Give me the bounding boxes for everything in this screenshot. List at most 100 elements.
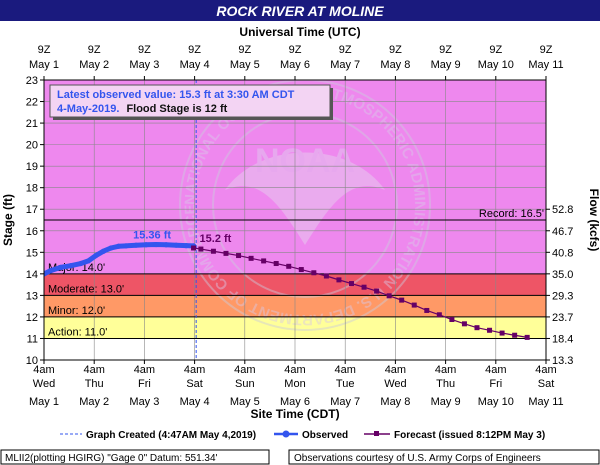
legend-created-label: Graph Created (4:47AM May 4,2019): [86, 430, 256, 441]
watermark-outer-ring: [179, 80, 431, 331]
observed-peak-label: 15.36 ft: [133, 230, 171, 242]
y-tick-label: 12: [26, 312, 38, 324]
y-tick-label: 14: [26, 269, 38, 281]
top-tick-date: May 3: [129, 59, 159, 71]
top-tick-date: May 7: [330, 59, 360, 71]
y-tick-label: 13: [26, 290, 38, 302]
y-right-tick-label: 35.0: [552, 269, 573, 281]
forecast-start-label: 15.2 ft: [200, 233, 232, 245]
x-tick-day: Thu: [85, 378, 104, 390]
forecast-point: [273, 261, 279, 267]
y-tick-label: 16: [26, 226, 38, 238]
x-tick-date: May 2: [79, 396, 109, 408]
info-line-1: Latest observed value: 15.3 ft at 3:30 A…: [57, 89, 295, 101]
top-tick-date: May 9: [431, 59, 461, 71]
observed-point: [44, 271, 47, 277]
x-tick-date: May 11: [528, 396, 563, 408]
top-tick-time: 9Z: [289, 44, 302, 56]
y-tick-label: 15: [26, 247, 38, 259]
top-tick-date: May 4: [180, 59, 210, 71]
forecast-point: [323, 273, 329, 279]
observed-point: [153, 241, 159, 248]
top-tick-time: 9Z: [38, 44, 51, 56]
y-tick-label: 21: [26, 118, 38, 130]
y-right-axis-title: Flow (kcfs): [587, 189, 600, 252]
legend-observed-label: Observed: [302, 430, 348, 441]
x-tick-time: 4am: [284, 364, 305, 376]
forecast-point: [499, 330, 505, 336]
legend-forecast-label: Forecast (issued 8:12PM May 3): [394, 430, 545, 441]
x-tick-time: 4am: [334, 364, 355, 376]
observed-point: [183, 243, 189, 249]
y-tick-label: 23: [26, 75, 38, 87]
forecast-point: [348, 281, 354, 287]
top-tick-date: May 8: [380, 59, 410, 71]
forecast-point: [411, 302, 417, 308]
x-tick-time: 4am: [83, 364, 104, 376]
top-tick-time: 9Z: [188, 44, 201, 56]
forecast-point: [198, 246, 204, 252]
x-tick-day: Thu: [436, 378, 455, 390]
legend-observed-marker: [282, 430, 290, 438]
observed-point: [68, 263, 74, 269]
top-tick-date: May 5: [230, 59, 260, 71]
x-tick-day: Sat: [186, 378, 203, 390]
forecast-point: [424, 307, 430, 313]
forecast-point: [236, 253, 242, 259]
y-tick-label: 10: [26, 355, 38, 367]
observed-point: [78, 260, 84, 267]
top-tick-time: 9Z: [138, 44, 151, 56]
forecast-point: [461, 321, 467, 327]
y-tick-label: 11: [27, 333, 38, 345]
x-tick-time: 4am: [184, 364, 205, 376]
y-tick-label: 20: [26, 140, 38, 152]
forecast-point: [487, 327, 493, 333]
x-tick-time: 4am: [33, 364, 54, 376]
forecast-point: [311, 270, 317, 276]
forecast-point: [210, 248, 216, 254]
forecast-series-line: [193, 247, 528, 338]
x-tick-date: May 6: [280, 396, 310, 408]
chart-title: ROCK RIVER AT MOLINE: [216, 3, 384, 19]
y-tick-label: 22: [26, 97, 38, 109]
x-tick-time: 4am: [134, 364, 155, 376]
info-box-frame: [49, 84, 331, 118]
footer-credit: Observations courtesy of U.S. Army Corps…: [294, 453, 541, 464]
threshold-label-record: Record: 16.5': [479, 208, 544, 220]
top-tick-time: 9Z: [389, 44, 402, 56]
forecast-point: [191, 245, 197, 251]
y-right-tick-label: 18.4: [552, 333, 573, 345]
x-tick-time: 4am: [385, 364, 406, 376]
top-tick-date: May 10: [478, 59, 514, 71]
top-tick-time: 9Z: [540, 44, 553, 56]
info-line-2-flood: Flood Stage is 12 ft: [126, 103, 227, 115]
data-series: [44, 241, 530, 340]
observed-point: [173, 242, 179, 248]
x-tick-date: May 3: [129, 396, 159, 408]
x-tick-date: May 5: [230, 396, 260, 408]
observed-point: [163, 242, 169, 248]
threshold-label-minor: Minor: 12.0': [48, 305, 105, 317]
observed-point: [108, 245, 114, 251]
x-tick-time: 4am: [535, 364, 556, 376]
forecast-point: [399, 297, 405, 303]
observed-point: [58, 264, 64, 270]
info-line-2-date: 4-May-2019.: [57, 103, 119, 115]
observed-point: [85, 258, 91, 264]
footer: MLII2(plotting HGIRG) "Gage 0" Datum: 55…: [0, 449, 600, 465]
forecast-point: [512, 332, 518, 338]
observed-point: [48, 268, 54, 274]
x-tick-day: Wed: [33, 378, 55, 390]
x-tick-day: Sat: [538, 378, 555, 390]
x-tick-date: May 10: [478, 396, 514, 408]
y-right-tick-label: 13.3: [552, 355, 573, 367]
y-tick-label: 18: [26, 183, 38, 195]
x-tick-date: May 7: [330, 396, 360, 408]
observed-point: [100, 248, 107, 254]
forecast-point: [223, 250, 229, 256]
x-tick-day: Sun: [235, 378, 255, 390]
forecast-point: [436, 312, 442, 318]
top-tick-date: May 6: [280, 59, 310, 71]
forecast-point: [336, 277, 342, 283]
y-right-tick-label: 46.7: [552, 226, 573, 238]
